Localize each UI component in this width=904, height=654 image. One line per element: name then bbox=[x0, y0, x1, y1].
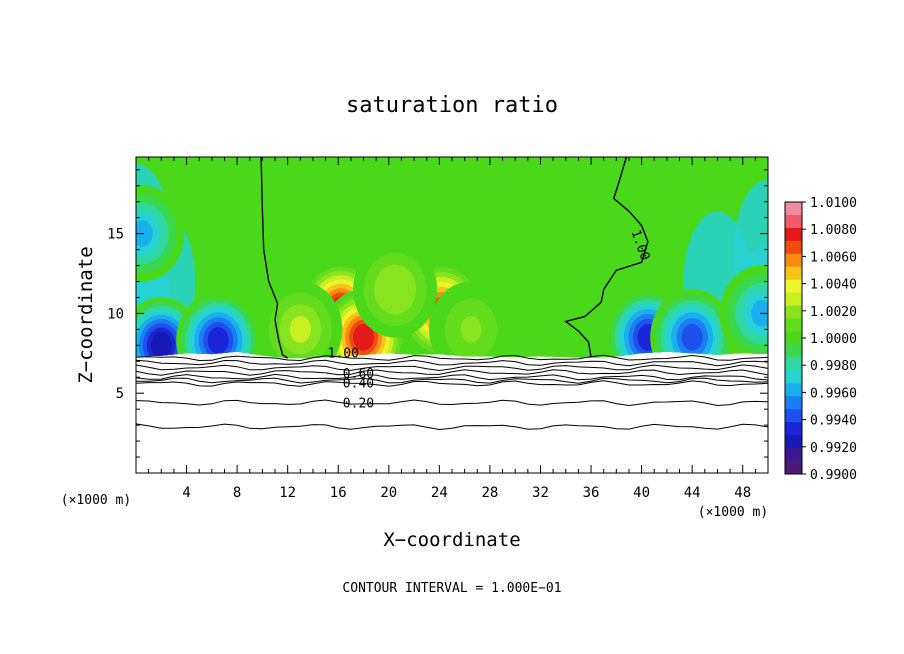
contour-line-lower bbox=[136, 364, 768, 372]
colorbar-band bbox=[785, 396, 802, 410]
contour-labels: 1.001.000.600.400.20 bbox=[328, 228, 653, 412]
y-tick-label: 15 bbox=[107, 227, 124, 243]
colorbar: 1.0100 1.0080 1.0060 1.0040 1.0020 1.0000 0.99… bbox=[784, 196, 857, 483]
colorbar-tick-label: 0.9900 bbox=[810, 468, 857, 483]
x-tick-label: 12 bbox=[279, 485, 296, 501]
colorbar-band bbox=[785, 214, 802, 229]
contour-label: 0.20 bbox=[343, 397, 374, 412]
colorbar-band bbox=[785, 253, 802, 268]
x-axis-title: X−coordinate bbox=[383, 529, 520, 551]
y-axis-unit: (×1000 m) bbox=[61, 493, 131, 508]
contour-line-saturation bbox=[564, 157, 649, 357]
colorbar-band bbox=[785, 435, 802, 449]
x-axis-unit: (×1000 m) bbox=[698, 505, 768, 520]
colorbar-band bbox=[785, 409, 802, 423]
x-tick-label: 8 bbox=[233, 485, 241, 501]
colorbar-band bbox=[785, 422, 802, 436]
contour-line-lower bbox=[136, 377, 768, 384]
contour-line-lower bbox=[136, 380, 768, 387]
colorbar-bands bbox=[785, 202, 802, 475]
colorbar-band bbox=[785, 240, 802, 255]
colorbar-band bbox=[785, 279, 802, 294]
colorbar-tick-label: 0.9980 bbox=[810, 359, 857, 374]
colorbar-tick-label: 1.0100 bbox=[810, 196, 857, 211]
chart-title: saturation ratio bbox=[346, 93, 558, 118]
colorbar-band bbox=[785, 448, 802, 462]
field-level bbox=[207, 327, 229, 354]
colorbar-band bbox=[785, 292, 802, 307]
colorbar-tick-label: 1.0080 bbox=[810, 223, 857, 238]
contour-line-lower bbox=[136, 354, 768, 362]
lower-contours bbox=[136, 354, 768, 431]
x-tick-label: 48 bbox=[734, 485, 751, 501]
colorbar-tick-label: 1.0000 bbox=[810, 332, 857, 347]
y-axis-title: Z−coordinate bbox=[75, 246, 97, 383]
colorbar-tick-label: 1.0060 bbox=[810, 250, 857, 265]
colorbar-tick-label: 0.9920 bbox=[810, 441, 857, 456]
colorbar-band bbox=[785, 227, 802, 242]
colorbar-band bbox=[785, 357, 802, 371]
field-level bbox=[150, 331, 172, 359]
x-tick-label: 4 bbox=[182, 485, 190, 501]
y-ticks: 5 10 15 bbox=[107, 169, 768, 458]
field-level bbox=[460, 316, 482, 343]
field-level bbox=[289, 316, 311, 343]
contour-interval-note: CONTOUR INTERVAL = 1.000E−01 bbox=[342, 581, 561, 596]
colorbar-band bbox=[785, 266, 802, 281]
x-tick-label: 32 bbox=[532, 485, 549, 501]
x-tick-label: 28 bbox=[481, 485, 498, 501]
colorbar-band bbox=[785, 331, 802, 345]
colorbar-band bbox=[785, 461, 802, 475]
contour-line-lower bbox=[136, 359, 768, 367]
colorbar-tick-label: 1.0040 bbox=[810, 278, 857, 293]
contour-label: 0.60 bbox=[343, 367, 374, 382]
colorbar-tick-label: 0.9960 bbox=[810, 386, 857, 401]
colorbar-tick-label: 1.0020 bbox=[810, 305, 857, 320]
plot-area: 1.001.000.600.400.20 4 8 12 16 20 24 28 32 36 40 4… bbox=[107, 156, 769, 501]
y-tick-label: 5 bbox=[116, 386, 124, 402]
contour-line-lower bbox=[136, 423, 768, 431]
colorbar-band bbox=[785, 202, 802, 216]
x-ticks: 4 8 12 16 20 24 28 32 36 40 44 48 bbox=[148, 157, 756, 501]
contour-line-lower bbox=[136, 373, 768, 381]
x-tick-label: 24 bbox=[431, 485, 448, 501]
x-tick-label: 16 bbox=[330, 485, 347, 501]
x-tick-label: 44 bbox=[684, 485, 701, 501]
contour-label: 1.00 bbox=[328, 346, 359, 361]
colorbar-band bbox=[785, 344, 802, 358]
colorbar-ticks: 1.0100 1.0080 1.0060 1.0040 1.0020 1.0000 0.99… bbox=[802, 196, 857, 483]
saturation-contours bbox=[260, 157, 649, 359]
x-tick-label: 40 bbox=[633, 485, 650, 501]
colorbar-tick-label: 0.9940 bbox=[810, 414, 857, 429]
field-level bbox=[384, 276, 406, 303]
contour-line-saturation bbox=[260, 157, 289, 359]
field-level bbox=[353, 323, 374, 351]
x-tick-label: 36 bbox=[583, 485, 600, 501]
contour-line-lower bbox=[136, 399, 768, 407]
colorbar-band bbox=[785, 383, 802, 397]
field-level bbox=[681, 323, 703, 351]
colorbar-band bbox=[785, 318, 802, 332]
contour-line-lower bbox=[136, 369, 768, 376]
y-tick-label: 10 bbox=[107, 306, 124, 322]
colorbar-band bbox=[785, 370, 802, 384]
contour-label: 0.40 bbox=[343, 377, 374, 392]
colorbar-band bbox=[785, 305, 802, 319]
x-tick-label: 20 bbox=[380, 485, 397, 501]
